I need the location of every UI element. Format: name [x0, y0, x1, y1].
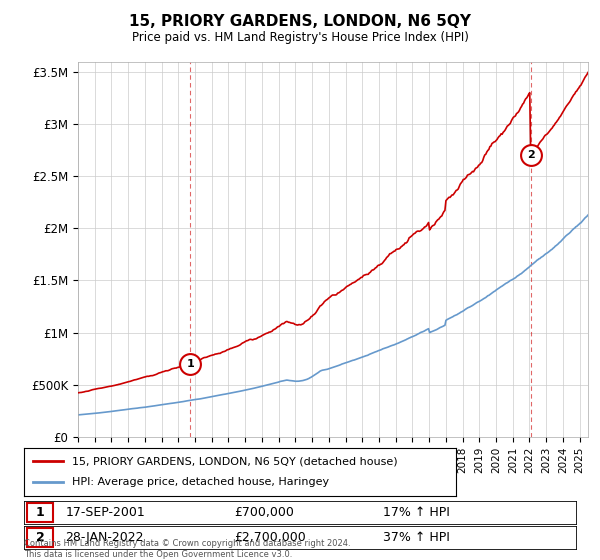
- Text: 15, PRIORY GARDENS, LONDON, N6 5QY: 15, PRIORY GARDENS, LONDON, N6 5QY: [129, 14, 471, 29]
- Text: HPI: Average price, detached house, Haringey: HPI: Average price, detached house, Hari…: [71, 477, 329, 487]
- Text: 17-SEP-2001: 17-SEP-2001: [65, 506, 145, 519]
- Text: 1: 1: [35, 506, 44, 519]
- Text: 2: 2: [527, 151, 535, 160]
- Text: 15, PRIORY GARDENS, LONDON, N6 5QY (detached house): 15, PRIORY GARDENS, LONDON, N6 5QY (deta…: [71, 456, 397, 466]
- FancyBboxPatch shape: [27, 528, 53, 547]
- Text: £2,700,000: £2,700,000: [234, 531, 305, 544]
- Text: 37% ↑ HPI: 37% ↑ HPI: [383, 531, 449, 544]
- Text: £700,000: £700,000: [234, 506, 293, 519]
- FancyBboxPatch shape: [27, 503, 53, 522]
- Text: 1: 1: [187, 359, 194, 369]
- Text: Price paid vs. HM Land Registry's House Price Index (HPI): Price paid vs. HM Land Registry's House …: [131, 31, 469, 44]
- Text: Contains HM Land Registry data © Crown copyright and database right 2024.
This d: Contains HM Land Registry data © Crown c…: [24, 539, 350, 559]
- Text: 17% ↑ HPI: 17% ↑ HPI: [383, 506, 449, 519]
- Text: 2: 2: [35, 531, 44, 544]
- Text: 28-JAN-2022: 28-JAN-2022: [65, 531, 144, 544]
